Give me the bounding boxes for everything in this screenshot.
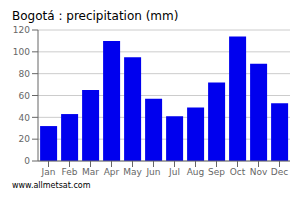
html-text:Bogotá : precipitation (mm): Bogotá : precipitation (mm)	[12, 9, 179, 23]
svg-text:Dec: Dec	[271, 167, 288, 177]
svg-text:Sep: Sep	[208, 167, 225, 177]
svg-text:0: 0	[24, 156, 30, 166]
svg-text:Jul: Jul	[168, 167, 180, 177]
svg-text:Oct: Oct	[230, 167, 246, 177]
svg-text:60: 60	[19, 91, 31, 101]
svg-text:120: 120	[13, 25, 30, 35]
svg-text:20: 20	[19, 134, 31, 144]
html-text:www.allmetsat.com: www.allmetsat.com	[12, 181, 91, 190]
svg-text:Feb: Feb	[62, 167, 78, 177]
svg-text:Jun: Jun	[145, 167, 160, 177]
svg-text:Nov: Nov	[250, 167, 268, 177]
svg-text:Jan: Jan	[41, 167, 56, 177]
svg-text:Apr: Apr	[104, 167, 120, 177]
svg-text:40: 40	[19, 113, 31, 123]
svg-text:May: May	[123, 167, 142, 177]
svg-text:Mar: Mar	[82, 167, 99, 177]
svg-text:Aug: Aug	[187, 167, 205, 177]
svg-text:100: 100	[13, 47, 30, 57]
svg-text:80: 80	[19, 69, 31, 79]
